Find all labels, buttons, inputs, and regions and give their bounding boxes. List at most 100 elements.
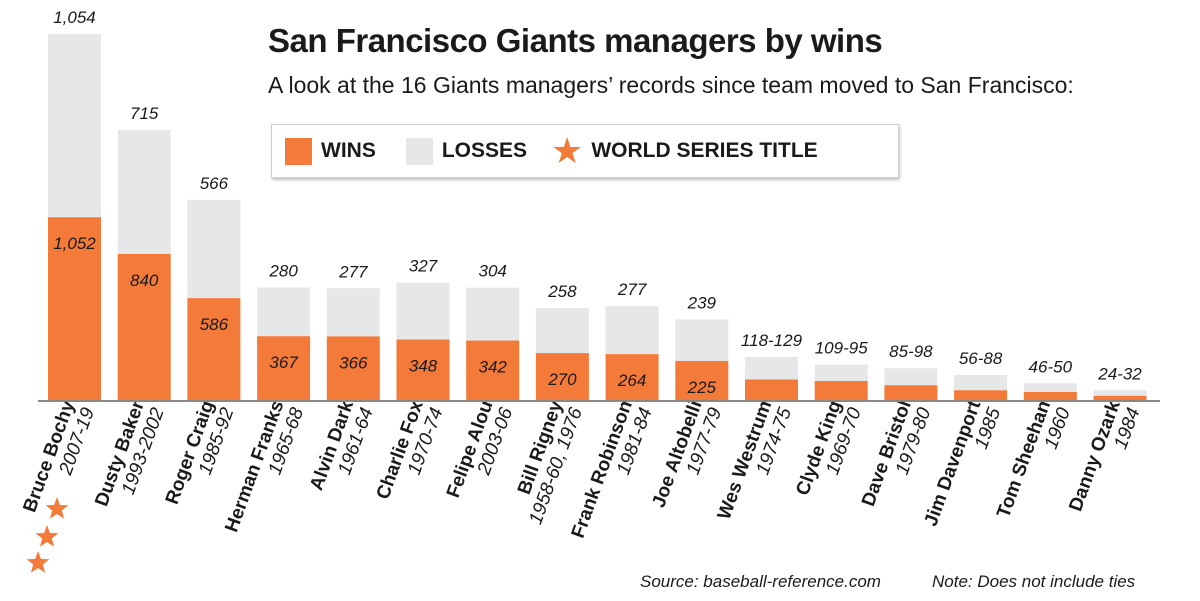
win-bar: [745, 379, 798, 400]
x-tick-text: Dusty Baker1993-2002: [91, 397, 169, 516]
win-value-label: 348: [409, 357, 438, 376]
x-tick-label: Danny Ozark1984: [1065, 397, 1144, 521]
loss-bar: [466, 287, 520, 341]
loss-value-label: 85-98: [889, 342, 933, 361]
source-note: Source: baseball-reference.com: [640, 572, 881, 591]
x-tick-text: Roger Craig1985-92: [162, 397, 239, 514]
loss-bar: [745, 357, 798, 380]
ties-note: Note: Does not include ties: [932, 572, 1136, 591]
x-tick-label: Roger Craig1985-92: [162, 397, 239, 514]
win-bar: [954, 390, 1008, 400]
loss-bar: [884, 368, 938, 386]
loss-bar: [187, 199, 241, 299]
win-bar: [535, 353, 589, 400]
win-bar: [466, 340, 520, 400]
world-series-star-icon: [26, 551, 50, 573]
win-bar: [1023, 392, 1077, 400]
loss-value-label: 24-32: [1097, 364, 1142, 383]
loss-value-label: 56-88: [959, 349, 1003, 368]
loss-bar: [48, 34, 101, 218]
win-bar: [117, 254, 171, 400]
legend-item-losses: LOSSES: [376, 137, 528, 165]
win-bar: [675, 360, 729, 400]
win-value-label: 586: [200, 315, 229, 334]
loss-value-label: 327: [409, 257, 438, 276]
world-series-star-icon: [35, 525, 59, 547]
loss-value-label: 239: [687, 293, 717, 312]
win-bar: [605, 354, 659, 400]
loss-bar: [535, 308, 589, 354]
manager-name: Danny Ozark: [1065, 397, 1125, 514]
loss-value-label: 277: [338, 262, 368, 281]
win-bar: [814, 381, 868, 400]
win-value-label: 264: [617, 371, 646, 390]
win-bar: [884, 385, 938, 400]
loss-value-label: 258: [547, 282, 577, 301]
loss-bar: [326, 288, 380, 337]
loss-value-label: 1,054: [53, 8, 96, 27]
loss-value-label: 277: [617, 280, 647, 299]
losses-swatch: [405, 137, 433, 165]
loss-value-label: 46-50: [1029, 357, 1073, 376]
x-tick-text: Wes Westrum1974-75: [714, 397, 796, 529]
loss-bar: [396, 282, 450, 340]
x-tick-label: Dusty Baker1993-2002: [91, 397, 169, 516]
legend-item-world-series: ★ WORLD SERIES TITLE: [527, 133, 818, 169]
loss-bar: [675, 319, 729, 361]
win-value-label: 1,052: [53, 234, 96, 253]
loss-bar: [117, 129, 171, 255]
x-tick-text: Dave Bristol1979-80: [858, 397, 936, 516]
x-tick-label: Clyde King1969-70: [792, 397, 866, 505]
loss-bar: [814, 364, 868, 382]
legend: WINS LOSSES ★ WORLD SERIES TITLE: [271, 124, 899, 178]
legend-ws-label: WORLD SERIES TITLE: [591, 139, 818, 162]
loss-bar: [257, 287, 311, 337]
win-value-label: 840: [130, 271, 159, 290]
star-icon: ★: [551, 130, 584, 171]
loss-bar: [605, 305, 659, 355]
x-tick-label: Charlie Fox1970-74: [373, 397, 448, 509]
win-value-label: 366: [339, 353, 368, 372]
chart-title: San Francisco Giants managers by wins: [268, 22, 883, 59]
x-tick-text: Danny Ozark1984: [1065, 397, 1144, 521]
win-bar: [396, 339, 450, 400]
win-value-label: 270: [547, 370, 577, 389]
loss-value-label: 118-129: [741, 331, 803, 350]
x-tick-label: Alvin Dark1961-64: [306, 397, 378, 500]
x-tick-label: Wes Westrum1974-75: [714, 397, 796, 529]
world-series-star-icon: [45, 497, 69, 519]
loss-value-label: 566: [200, 174, 229, 193]
x-tick-text: Alvin Dark1961-64: [306, 397, 378, 500]
loss-bar: [954, 374, 1008, 391]
x-tick-label: Dave Bristol1979-80: [858, 397, 936, 516]
win-bar: [187, 298, 241, 400]
x-tick-text: Tom Sheehan1960: [993, 397, 1075, 528]
x-tick-label: Joe Altobelli1977-79: [648, 397, 726, 517]
loss-bar: [1093, 390, 1147, 396]
x-tick-text: Charlie Fox1970-74: [373, 397, 448, 509]
loss-value-label: 280: [268, 262, 298, 281]
win-bar: [326, 336, 380, 400]
x-tick-text: Felipe Alou2003-06: [443, 397, 517, 507]
win-value-label: 367: [269, 353, 298, 372]
x-tick-text: Clyde King1969-70: [792, 397, 866, 505]
loss-bar: [1023, 383, 1077, 393]
loss-value-label: 304: [479, 262, 507, 281]
wins-swatch: [285, 137, 312, 165]
chart-subtitle: A look at the 16 Giants managers’ record…: [268, 72, 1074, 98]
x-tick-text: Bill Rigney1958-60, 1976: [506, 397, 588, 527]
loss-value-label: 715: [130, 104, 159, 123]
x-tick-label: Tom Sheehan1960: [993, 397, 1075, 528]
win-value-label: 342: [479, 358, 508, 377]
win-bar: [48, 217, 101, 400]
legend-wins-label: WINS: [321, 139, 376, 162]
x-tick-label: Felipe Alou2003-06: [443, 397, 517, 507]
x-tick-text: Joe Altobelli1977-79: [648, 397, 726, 517]
win-value-label: 225: [687, 378, 717, 397]
loss-value-label: 109-95: [815, 339, 868, 358]
legend-losses-label: LOSSES: [441, 139, 528, 162]
win-bar: [1093, 395, 1147, 400]
legend-item-wins: WINS: [272, 137, 376, 165]
win-bar: [257, 336, 311, 400]
